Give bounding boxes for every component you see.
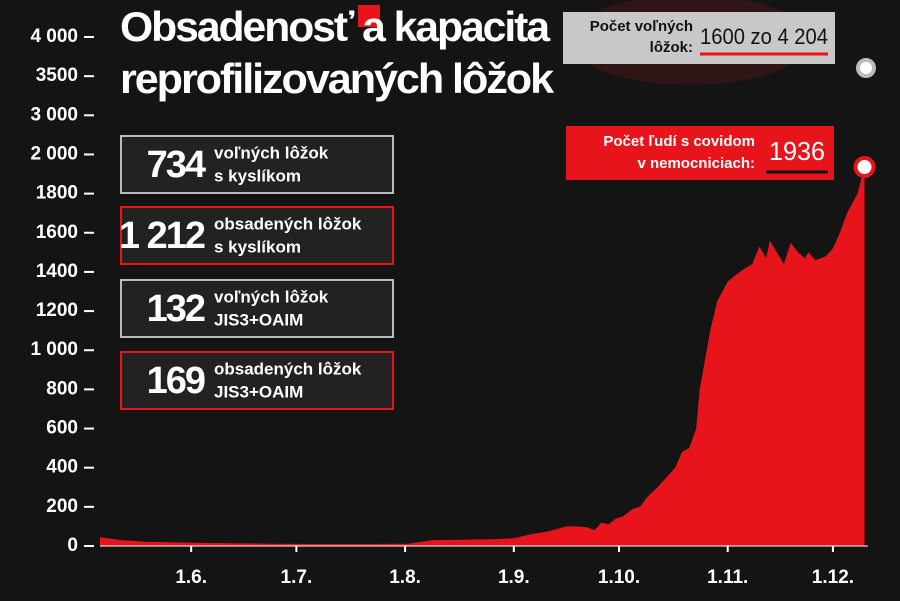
info-text: obsadených lôžok [214,359,362,378]
x-tick-label: 1.10. [598,567,640,588]
y-tick-label: 4 000 [30,26,78,47]
y-tick-label: 3 000 [30,104,78,125]
info-box [120,351,394,410]
title-accent [358,5,380,27]
y-tick-label: 1200 [36,300,78,321]
end-marker [853,155,876,178]
area [100,167,865,546]
y-tick-label: 1600 [36,222,78,243]
x-tick-label: 1.7. [281,567,313,588]
capacity-value: 1600 zo 4 204 [700,24,828,49]
info-text: JIS3+OAIM [214,382,303,401]
info-number: 1 212 [119,215,205,257]
info-box [120,279,394,338]
info-text: obsadených lôžok [214,214,362,233]
capacity-label: lôžok: [650,39,693,56]
info-number: 132 [147,288,205,330]
info-text: voľných lôžok [214,287,329,306]
y-tick-label: 400 [46,457,78,478]
chart-title: reprofilizovaných lôžok [120,55,555,102]
y-tick-label: 200 [46,496,78,517]
info-text: voľných lôžok [214,143,329,162]
y-tick-label: 2 000 [30,143,78,164]
chart-title: Obsadenosť a kapacita [120,3,551,50]
y-tick-label: 3500 [36,65,78,86]
x-tick-label: 1.9. [498,567,530,588]
x-tick-label: 1.8. [389,567,421,588]
plot: 0 200 400 600 800 1 000 1200 1400 1600 1800 2 000 3… [30,26,876,588]
info-text: s kyslíkom [214,237,301,256]
y-tick-label: 1 000 [30,339,78,360]
capacity-label: Počet voľných [590,18,693,35]
info-number: 734 [147,144,206,186]
y-tick-label: 0 [67,535,78,556]
y-tick-label: 800 [46,378,78,399]
info-box [120,206,394,265]
covid-label: v nemocniciach: [637,155,755,172]
info-text: s kyslíkom [214,166,301,185]
info-number: 169 [147,360,205,402]
y-tick-label: 1800 [36,183,78,204]
y-tick-label: 600 [46,418,78,439]
covid-value: 1936 [769,136,825,166]
x-tick-label: 1.11. [707,567,748,588]
info-boxes: 734 voľných lôžok s kyslíkom 1 212 obsadenýc… [119,12,835,410]
x-tick-label: 1.6. [175,567,207,588]
info-text: JIS3+OAIM [214,310,303,329]
covid-label: Počet ľudí s covidom [603,133,755,150]
info-box [120,135,394,194]
capacity-marker [856,58,876,78]
y-tick-label: 1400 [36,261,78,282]
x-tick-label: 1.12. [812,567,854,588]
